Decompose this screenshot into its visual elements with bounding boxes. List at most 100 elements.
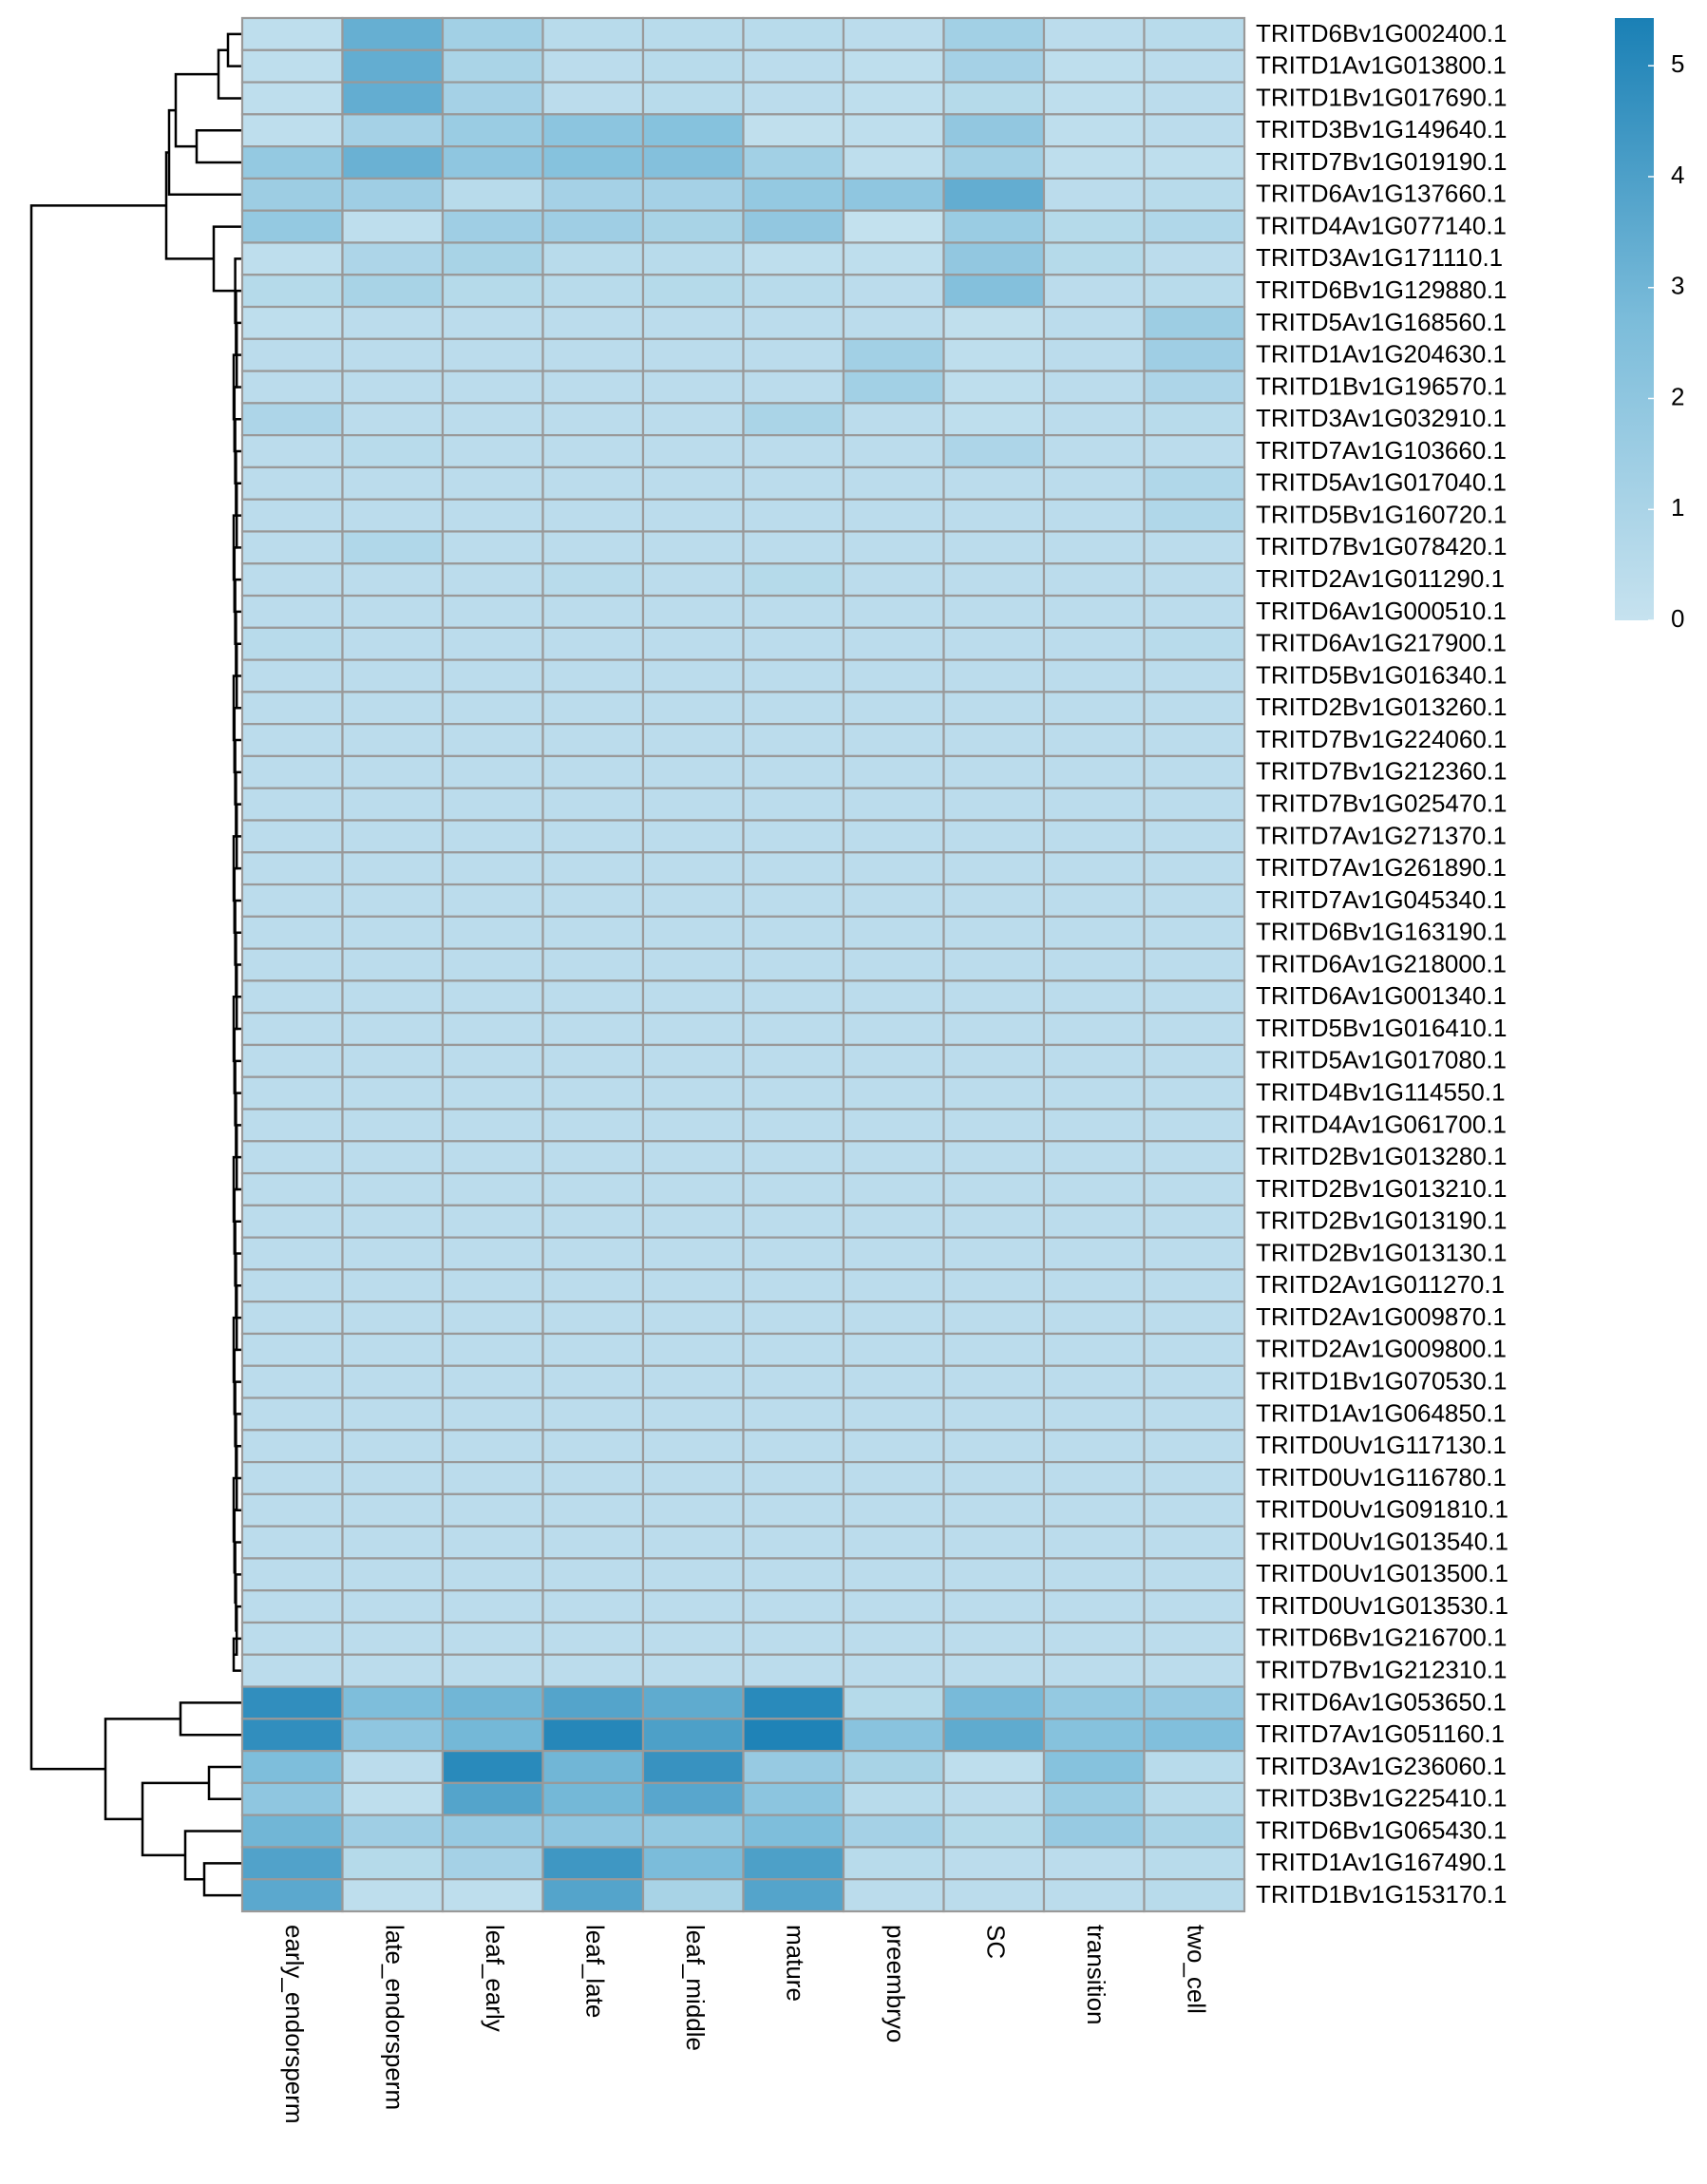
heatmap-cell (842, 1621, 945, 1656)
column-label: leaf_early (481, 1925, 509, 2032)
heatmap-cell (541, 1268, 645, 1303)
heatmap-cell (341, 305, 445, 340)
heatmap-cell (641, 434, 745, 469)
heatmap-cell (341, 337, 445, 372)
heatmap-cell (942, 1492, 1046, 1528)
heatmap-cell (641, 370, 745, 405)
heatmap-cell (1042, 1171, 1146, 1206)
heatmap-cell (341, 1140, 445, 1175)
heatmap-cell (942, 1140, 1046, 1175)
dendrogram-branch (29, 204, 166, 1771)
heatmap-cell (742, 1332, 845, 1367)
heatmap-cell (341, 274, 445, 309)
row-label: TRITD5Av1G017040.1 (1256, 468, 1507, 497)
row-label: TRITD7Av1G051160.1 (1256, 1719, 1505, 1748)
heatmap-cell (1143, 1750, 1246, 1784)
heatmap-cell (441, 1781, 544, 1816)
heatmap-cell (541, 1012, 645, 1047)
heatmap-cell (942, 1653, 1046, 1688)
heatmap-cell (240, 1750, 344, 1784)
heatmap-cell (240, 1043, 344, 1078)
heatmap-cell (1042, 883, 1146, 918)
heatmap-cell (641, 915, 745, 950)
heatmap-cell (1042, 658, 1146, 693)
heatmap-cell (240, 562, 344, 598)
heatmap-cell (240, 723, 344, 758)
heatmap-cell (341, 754, 445, 789)
heatmap-cell (541, 1140, 645, 1175)
heatmap-cell (641, 465, 745, 501)
heatmap-cell (842, 1589, 945, 1624)
column-label: SC (981, 1925, 1010, 1959)
heatmap-cell (742, 819, 845, 854)
heatmap-cell (1143, 947, 1246, 982)
heatmap-cell (942, 274, 1046, 309)
row-label: TRITD5Bv1G016410.1 (1256, 1014, 1507, 1042)
row-label: TRITD4Bv1G114550.1 (1256, 1077, 1506, 1106)
heatmap-cell (742, 209, 845, 244)
heatmap-cell (441, 530, 544, 565)
heatmap-cell (641, 883, 745, 918)
row-label: TRITD4Av1G077140.1 (1256, 211, 1507, 239)
heatmap-cell (541, 754, 645, 789)
heatmap-cell (842, 1557, 945, 1592)
heatmap-cell (641, 1525, 745, 1560)
heatmap-cell (541, 1589, 645, 1624)
heatmap-cell (1042, 1878, 1146, 1913)
heatmap-cell (1143, 402, 1246, 437)
heatmap-cell (641, 1332, 745, 1367)
column-label: transition (1082, 1925, 1110, 2025)
heatmap-cell (541, 1204, 645, 1239)
heatmap-cell (240, 1685, 344, 1720)
heatmap-cell (541, 787, 645, 822)
heatmap-cell (1042, 1718, 1146, 1753)
heatmap-cell (842, 915, 945, 950)
heatmap-cell (441, 1718, 544, 1753)
heatmap-cell (742, 658, 845, 693)
heatmap-cell (742, 145, 845, 180)
heatmap-cell (441, 48, 544, 84)
heatmap-cell (240, 145, 344, 180)
heatmap-cell (441, 1301, 544, 1336)
heatmap-cell (240, 1653, 344, 1688)
column-label: mature (781, 1925, 809, 2002)
heatmap-cell (842, 1460, 945, 1495)
heatmap-cell (541, 337, 645, 372)
heatmap-cell (341, 1878, 445, 1913)
heatmap-cell (1042, 1396, 1146, 1432)
heatmap-cell (742, 1718, 845, 1753)
heatmap-cell (842, 337, 945, 372)
heatmap-cell (541, 1750, 645, 1784)
heatmap-cell (842, 1043, 945, 1078)
heatmap-cell (942, 1718, 1046, 1753)
heatmap-cell (541, 16, 645, 51)
heatmap-cell (641, 16, 745, 51)
heatmap-cell (1143, 16, 1246, 51)
heatmap-cell (541, 113, 645, 148)
heatmap-cell (341, 1108, 445, 1143)
heatmap-cell (842, 1332, 945, 1367)
heatmap-cell (541, 1878, 645, 1913)
heatmap-cell (341, 1429, 445, 1464)
column-label: leaf_middle (681, 1925, 710, 2051)
column-label: early_endorsperm (280, 1925, 309, 2124)
heatmap-cell (742, 851, 845, 886)
heatmap-cell (742, 1685, 845, 1720)
row-label: TRITD2Bv1G013210.1 (1256, 1174, 1507, 1203)
heatmap-cell (341, 1043, 445, 1078)
heatmap-cell (441, 819, 544, 854)
heatmap-cell (341, 851, 445, 886)
heatmap-cell (341, 113, 445, 148)
heatmap-cell (441, 1268, 544, 1303)
heatmap-cell (1042, 1236, 1146, 1271)
heatmap-cell (942, 1846, 1046, 1881)
heatmap-cell (541, 658, 645, 693)
heatmap-cell (541, 1364, 645, 1399)
heatmap-cell (341, 530, 445, 565)
heatmap-cell (842, 1396, 945, 1432)
column-label: preembryo (882, 1925, 910, 2042)
heatmap-cell (742, 1301, 845, 1336)
heatmap-cell (641, 1557, 745, 1592)
heatmap-cell (842, 1108, 945, 1143)
